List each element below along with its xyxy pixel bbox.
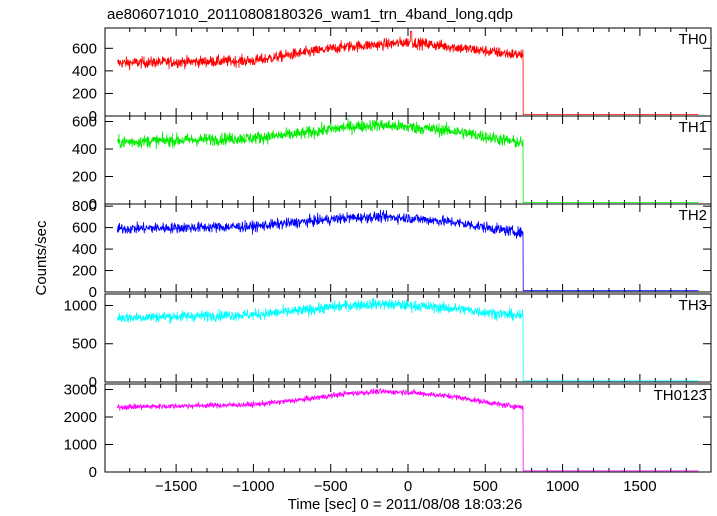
y-tick-label: 200 — [72, 85, 97, 102]
series-label: TH2 — [679, 207, 707, 224]
y-tick-label: 600 — [72, 114, 97, 131]
y-tick-label: 1000 — [64, 297, 97, 314]
y-tick-label: 400 — [72, 141, 97, 158]
y-tick-label: 1000 — [64, 437, 97, 454]
series-label: TH1 — [679, 119, 707, 136]
panel-frame-3 — [104, 293, 712, 383]
y-tick-label: 0 — [89, 196, 97, 213]
y-tick-label: 0 — [89, 374, 97, 391]
series-label: TH3 — [679, 297, 707, 314]
y-tick-label: 400 — [72, 241, 97, 258]
y-tick-label: 3000 — [64, 382, 97, 399]
series-label: TH0123 — [654, 387, 707, 404]
x-tick-label: 1500 — [623, 478, 656, 495]
x-tick-label: 500 — [473, 478, 498, 495]
x-tick-label: 1000 — [546, 478, 579, 495]
series-line-th1 — [117, 117, 699, 203]
panel-frame-4 — [104, 383, 712, 473]
series-line-th0 — [117, 31, 699, 115]
x-axis-label: Time [sec] 0 = 2011/08/08 18:03:26 — [288, 496, 523, 513]
y-tick-label: 0 — [89, 464, 97, 481]
y-tick-label: 600 — [72, 220, 97, 237]
series-line-th3 — [117, 297, 699, 382]
y-tick-label: 0 — [89, 108, 97, 125]
x-tick-label: −1500 — [155, 478, 197, 495]
panel-frame-2 — [104, 203, 712, 293]
series-line-th0123 — [117, 387, 699, 472]
y-tick-label: 400 — [72, 63, 97, 80]
y-tick-label: 200 — [72, 169, 97, 186]
y-tick-label: 600 — [72, 40, 97, 57]
y-axis-label: Counts/sec — [33, 220, 50, 296]
y-tick-label: 500 — [72, 336, 97, 353]
x-tick-label: −500 — [314, 478, 348, 495]
y-tick-label: 0 — [89, 284, 97, 301]
y-tick-label: 200 — [72, 263, 97, 280]
series-line-th2 — [117, 209, 699, 292]
x-tick-label: 0 — [404, 478, 412, 495]
y-tick-label: 800 — [72, 198, 97, 215]
x-tick-label: −1000 — [232, 478, 274, 495]
y-tick-label: 2000 — [64, 409, 97, 426]
panels-group: 0 200 400 600 TH0 0 200 400 600 TH1 0 200 400 600 800 T… — [64, 27, 712, 495]
figure-title: ae806071010_20110808180326_wam1_trn_4ban… — [107, 6, 513, 23]
series-label: TH0 — [679, 31, 707, 48]
